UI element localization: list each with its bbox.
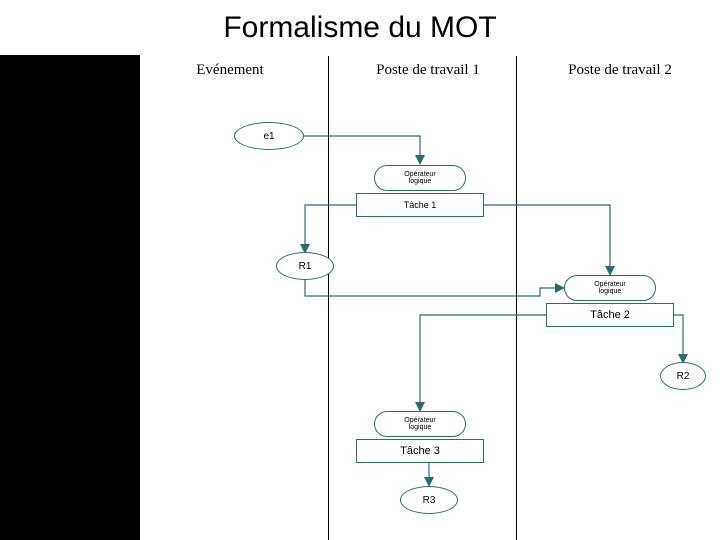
- event-ellipse-e1: e1: [234, 122, 304, 150]
- left-black-band: [0, 55, 140, 540]
- arrow-t1-op2: [484, 205, 610, 274]
- event-ellipse-R2: R2: [660, 362, 706, 390]
- task-box-t3: Tâche 3: [356, 439, 484, 463]
- task-box-t2: Tâche 2: [546, 303, 674, 327]
- logic-operator-op2: Opérateur logique: [564, 275, 656, 301]
- diagram-canvas: Formalisme du MOT Evénement Poste de trav…: [0, 0, 720, 540]
- column-separator: [516, 56, 517, 540]
- column-header: Poste de travail 2: [540, 62, 700, 79]
- arrow-R1-op2: [305, 280, 563, 296]
- column-header: Poste de travail 1: [348, 62, 508, 79]
- arrow-e1-op1: [304, 136, 420, 163]
- logic-operator-op3: Opérateur logique: [374, 411, 466, 437]
- event-ellipse-R1: R1: [276, 252, 334, 280]
- column-separator: [328, 56, 329, 540]
- arrow-t2-op3: [420, 315, 546, 410]
- page-title: Formalisme du MOT: [120, 6, 600, 50]
- column-header: Evénement: [170, 62, 290, 79]
- logic-operator-op1: Opérateur logique: [374, 165, 466, 191]
- task-box-t1: Tâche 1: [356, 193, 484, 217]
- arrow-t1-R1: [305, 205, 356, 252]
- arrow-t2-R2: [674, 315, 683, 362]
- event-ellipse-R3: R3: [400, 486, 458, 514]
